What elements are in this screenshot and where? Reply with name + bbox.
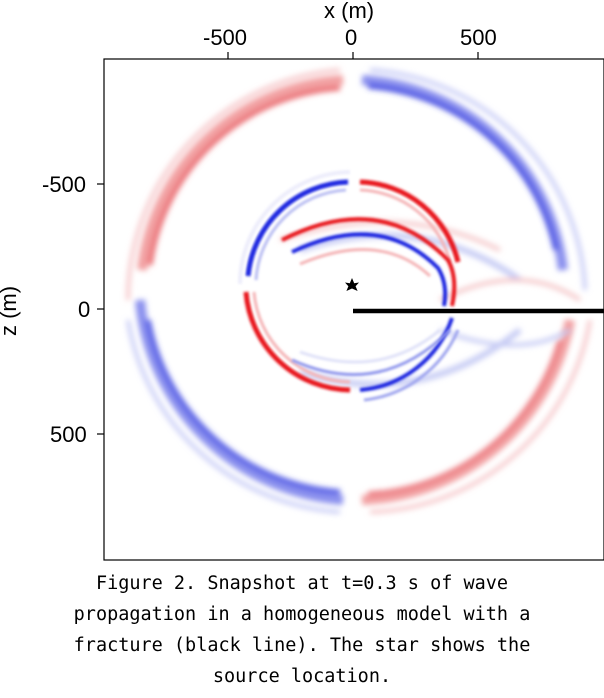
outer-arc-lower-left-blue-core: [145, 319, 341, 495]
reflect-lower-blue: [291, 328, 452, 377]
x-tick-label-0: 0: [345, 25, 358, 50]
outer-arc-lower-right-red-core: [367, 339, 563, 497]
inner-arc-lower-left-red: [243, 291, 351, 393]
outer-arc-upper-right-blue: [361, 75, 568, 271]
figure-caption: Figure 2. Snapshot at t=0.3 s of wave pr…: [0, 568, 604, 692]
reflect-lower-faint: [299, 328, 441, 364]
outer-ghost-left: [125, 68, 341, 301]
reflect-arc-red: [281, 217, 457, 307]
outer-arc-upper-left-red-core: [147, 85, 341, 266]
z-tick-label-0: 0: [78, 297, 91, 322]
caption-line-4: source location.: [212, 666, 392, 687]
x-ticks: [227, 52, 479, 59]
inner-arc-outer-ghost: [238, 170, 351, 285]
outer-arc-lower-right-red: [361, 319, 575, 505]
outer-arc-lower-left-blue: [135, 299, 344, 505]
x-tick-label-neg500: -500: [203, 25, 248, 50]
outer-arc-upper-right-blue-core: [367, 83, 559, 251]
source-star-icon: [345, 278, 359, 291]
scatter-arc-5: [439, 328, 572, 347]
inner-arc-lower-left-red-halo: [252, 291, 351, 384]
inner-wavefront: [238, 170, 461, 402]
reflected-waves: [281, 217, 457, 377]
inner-arc-upper-left-blue: [245, 179, 349, 277]
z-tick-label-500: 500: [50, 422, 87, 447]
outer-wavefront: [125, 68, 592, 514]
x-tick-label-500: 500: [460, 25, 497, 50]
z-tick-label-neg500: -500: [42, 172, 87, 197]
outer-ghost-lower-right: [369, 319, 592, 514]
wavefield-plot: [97, 52, 604, 561]
inner-arc-upper-right-red-halo: [359, 188, 452, 263]
outer-ghost-lower-left: [126, 319, 341, 514]
caption-line-3: fracture (black line). The star shows th…: [73, 635, 531, 656]
reflect-arc-blue: [291, 232, 448, 307]
outer-arc-upper-left-red: [137, 75, 344, 271]
inner-arc-upper-right-red: [359, 179, 461, 263]
scatter-arc-1: [299, 232, 522, 283]
inner-arc-lower-right-blue-halo: [363, 329, 460, 402]
caption-line-1: Figure 2. Snapshot at t=0.3 s of wave: [95, 573, 509, 594]
scatter-arc-3: [279, 220, 501, 252]
z-ticks: [97, 183, 104, 435]
caption-line-2: propagation in a homogeneous model with …: [73, 604, 531, 625]
scatter-arc-2: [299, 327, 522, 388]
x-axis-label: x (m): [324, 0, 375, 23]
inner-arc-upper-left-blue-halo: [254, 188, 347, 281]
scatter-arc-4: [439, 278, 582, 302]
reflect-arc-faint: [299, 248, 432, 278]
outer-ghost-right: [369, 68, 587, 291]
